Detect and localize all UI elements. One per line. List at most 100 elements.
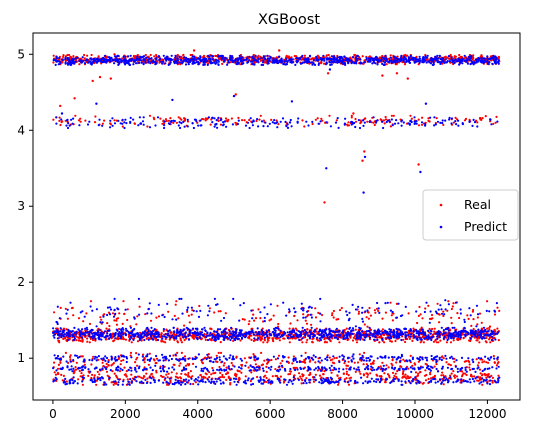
point-real [306, 338, 309, 341]
point-real [93, 121, 97, 124]
point-real [241, 318, 244, 321]
point-real [101, 122, 104, 125]
series-predict-points [52, 54, 501, 386]
point-predict [108, 56, 112, 59]
point-real [89, 300, 93, 303]
point-real [90, 376, 93, 380]
point-real [176, 53, 179, 57]
point-predict [176, 57, 179, 60]
point-real [221, 62, 224, 65]
point-predict [424, 55, 427, 58]
point-predict [329, 63, 332, 66]
point-real [219, 310, 222, 313]
point-predict [245, 58, 248, 61]
point-predict [350, 60, 353, 63]
point-predict [434, 55, 437, 59]
point-predict [202, 61, 205, 64]
point-predict [230, 332, 233, 335]
point-predict [254, 54, 257, 58]
point-predict [88, 335, 91, 338]
point-predict [391, 124, 394, 127]
point-real [111, 312, 115, 315]
point-predict [178, 55, 181, 58]
point-predict [450, 122, 453, 125]
point-predict [211, 121, 214, 124]
point-predict [486, 55, 489, 58]
point-predict [193, 62, 196, 65]
point-real [258, 334, 261, 338]
point-predict [114, 333, 117, 336]
point-real [143, 375, 146, 378]
point-real [183, 339, 186, 342]
point-real [292, 355, 295, 358]
point-predict [74, 57, 77, 60]
point-predict [86, 331, 89, 334]
point-predict [409, 335, 412, 338]
point-predict [252, 333, 255, 336]
point-predict [317, 62, 321, 65]
point-real [308, 62, 311, 65]
point-predict [359, 62, 362, 65]
point-predict [305, 59, 308, 62]
point-predict [212, 58, 215, 61]
point-real [362, 363, 365, 366]
point-real [262, 341, 265, 344]
point-predict [337, 126, 340, 129]
point-real [376, 336, 379, 339]
point-predict [260, 329, 263, 332]
point-real [323, 338, 326, 341]
point-real [111, 363, 114, 366]
point-predict [187, 63, 190, 66]
point-predict [181, 334, 184, 337]
point-real [492, 336, 495, 339]
point-real [149, 53, 152, 57]
point-real [161, 340, 164, 343]
point-real [77, 119, 81, 122]
point-predict [223, 58, 226, 62]
point-real [325, 54, 328, 57]
point-predict [164, 57, 167, 60]
point-predict [142, 55, 146, 58]
point-predict [377, 328, 380, 331]
point-real [231, 364, 234, 367]
point-predict [179, 328, 182, 331]
point-predict [68, 62, 71, 65]
point-real [143, 366, 146, 369]
point-predict [317, 122, 320, 125]
point-real [367, 317, 370, 320]
point-predict [301, 61, 304, 64]
point-real [424, 362, 427, 365]
point-real [336, 374, 339, 377]
point-predict [180, 122, 183, 125]
point-real [314, 361, 317, 364]
point-real [471, 310, 474, 313]
point-real [167, 372, 170, 375]
point-real [318, 374, 322, 377]
point-real [121, 125, 124, 128]
point-real [450, 307, 453, 311]
point-real [417, 314, 420, 317]
point-predict [268, 332, 271, 335]
point-predict [368, 120, 371, 123]
point-predict [376, 60, 379, 64]
point-real [340, 306, 343, 310]
point-real [237, 116, 240, 119]
point-real [390, 114, 393, 117]
point-predict [184, 335, 187, 339]
point-predict [463, 59, 466, 62]
point-predict [381, 62, 384, 65]
point-predict [75, 333, 78, 336]
point-predict [186, 118, 189, 121]
point-real [130, 373, 133, 376]
point-predict [184, 332, 187, 335]
point-predict [120, 60, 123, 63]
point-real [81, 383, 84, 386]
point-real [479, 378, 482, 381]
point-real [435, 117, 438, 120]
point-real [166, 383, 169, 386]
point-predict [261, 332, 265, 335]
point-predict [313, 335, 316, 338]
point-real [445, 341, 448, 344]
point-predict [81, 336, 84, 339]
point-real [240, 371, 243, 374]
